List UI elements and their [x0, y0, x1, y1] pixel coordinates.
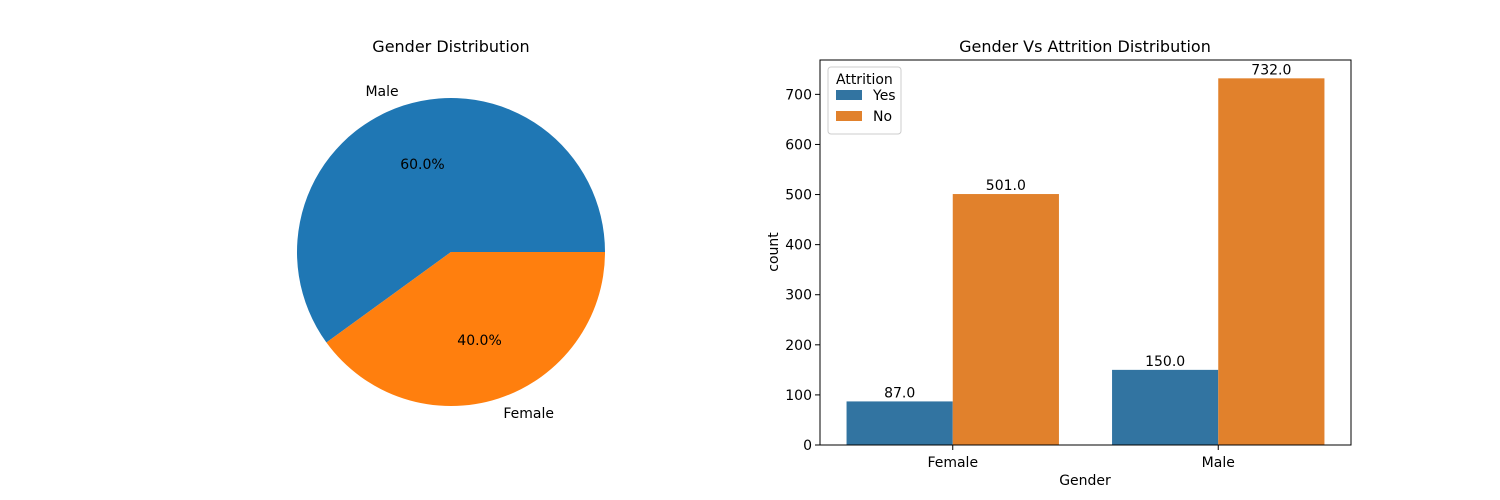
- bar-value-label: 150.0: [1145, 354, 1185, 370]
- pie-label-male: Male: [365, 84, 398, 100]
- x-axis-label: Gender: [1059, 473, 1111, 489]
- bar-value-label: 501.0: [986, 178, 1026, 194]
- pie-chart: Gender Distribution Male 60.0% Female 40.0%: [297, 37, 605, 422]
- y-tick-label: 700: [785, 87, 812, 103]
- bar-female-no: [952, 194, 1059, 445]
- bar-value-label: 87.0: [884, 385, 915, 401]
- legend-swatch-no: [836, 111, 862, 121]
- x-axis: Female Male: [927, 445, 1235, 471]
- bar-female-yes: [846, 401, 953, 445]
- plot-frame: [819, 59, 1352, 446]
- legend-title: Attrition: [836, 72, 893, 88]
- y-tick-label: 100: [785, 388, 812, 404]
- x-tick-label: Female: [927, 455, 978, 471]
- y-axis: 0 100 200 300 400 500 600 700: [785, 87, 820, 454]
- pie-label-female: Female: [503, 406, 554, 422]
- y-tick-label: 300: [785, 288, 812, 304]
- y-tick-label: 500: [785, 188, 812, 204]
- bar-value-labels: 87.0 501.0 150.0 732.0: [884, 62, 1291, 401]
- y-tick-label: 600: [785, 137, 812, 153]
- pie-slice-male: [297, 98, 605, 343]
- pie-title: Gender Distribution: [372, 37, 529, 56]
- bars: [846, 78, 1325, 445]
- bar-value-label: 732.0: [1251, 62, 1291, 78]
- pie-labels: Male 60.0% Female 40.0%: [365, 84, 553, 422]
- pie-pct-male: 60.0%: [400, 157, 444, 173]
- pie-slices: [297, 98, 605, 406]
- bar-male-no: [1218, 78, 1325, 445]
- y-tick-label: 200: [785, 338, 812, 354]
- y-tick-label: 0: [803, 438, 812, 454]
- pie-slice-female: [326, 252, 605, 406]
- legend: Attrition Yes No: [827, 66, 902, 135]
- y-tick-label: 400: [785, 238, 812, 254]
- bar-male-yes: [1112, 369, 1219, 445]
- pie-pct-female: 40.0%: [457, 333, 501, 349]
- legend-label-no: No: [873, 109, 892, 125]
- legend-label-yes: Yes: [872, 88, 896, 104]
- y-axis-label: count: [766, 232, 782, 272]
- bar-title: Gender Vs Attrition Distribution: [959, 37, 1211, 56]
- bar-chart: Gender Vs Attrition Distribution 0 100 200…: [766, 37, 1352, 489]
- legend-items: Yes No: [836, 88, 896, 125]
- x-tick-label: Male: [1202, 455, 1235, 471]
- legend-swatch-yes: [836, 90, 862, 100]
